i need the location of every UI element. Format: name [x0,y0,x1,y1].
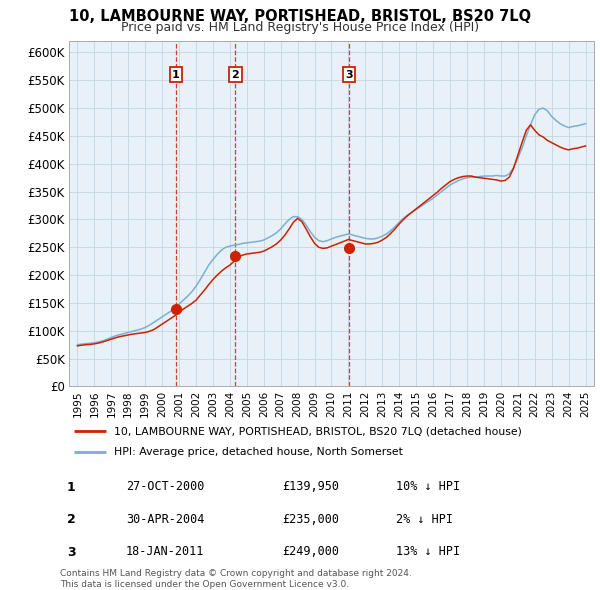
Text: 2: 2 [67,513,76,526]
Text: 3: 3 [67,546,76,559]
Text: 27-OCT-2000: 27-OCT-2000 [126,480,205,493]
Text: 10, LAMBOURNE WAY, PORTISHEAD, BRISTOL, BS20 7LQ: 10, LAMBOURNE WAY, PORTISHEAD, BRISTOL, … [69,9,531,24]
Text: 10, LAMBOURNE WAY, PORTISHEAD, BRISTOL, BS20 7LQ (detached house): 10, LAMBOURNE WAY, PORTISHEAD, BRISTOL, … [113,427,521,436]
Text: £235,000: £235,000 [282,513,339,526]
Text: Contains HM Land Registry data © Crown copyright and database right 2024.
This d: Contains HM Land Registry data © Crown c… [60,569,412,589]
Text: 2% ↓ HPI: 2% ↓ HPI [396,513,453,526]
Text: £249,000: £249,000 [282,545,339,558]
Text: HPI: Average price, detached house, North Somerset: HPI: Average price, detached house, Nort… [113,447,403,457]
Text: 18-JAN-2011: 18-JAN-2011 [126,545,205,558]
Text: 1: 1 [172,70,180,80]
Text: 13% ↓ HPI: 13% ↓ HPI [396,545,460,558]
Text: 1: 1 [67,481,76,494]
Text: Price paid vs. HM Land Registry's House Price Index (HPI): Price paid vs. HM Land Registry's House … [121,21,479,34]
Text: £139,950: £139,950 [282,480,339,493]
Text: 10% ↓ HPI: 10% ↓ HPI [396,480,460,493]
Text: 30-APR-2004: 30-APR-2004 [126,513,205,526]
Text: 2: 2 [232,70,239,80]
Text: 3: 3 [346,70,353,80]
